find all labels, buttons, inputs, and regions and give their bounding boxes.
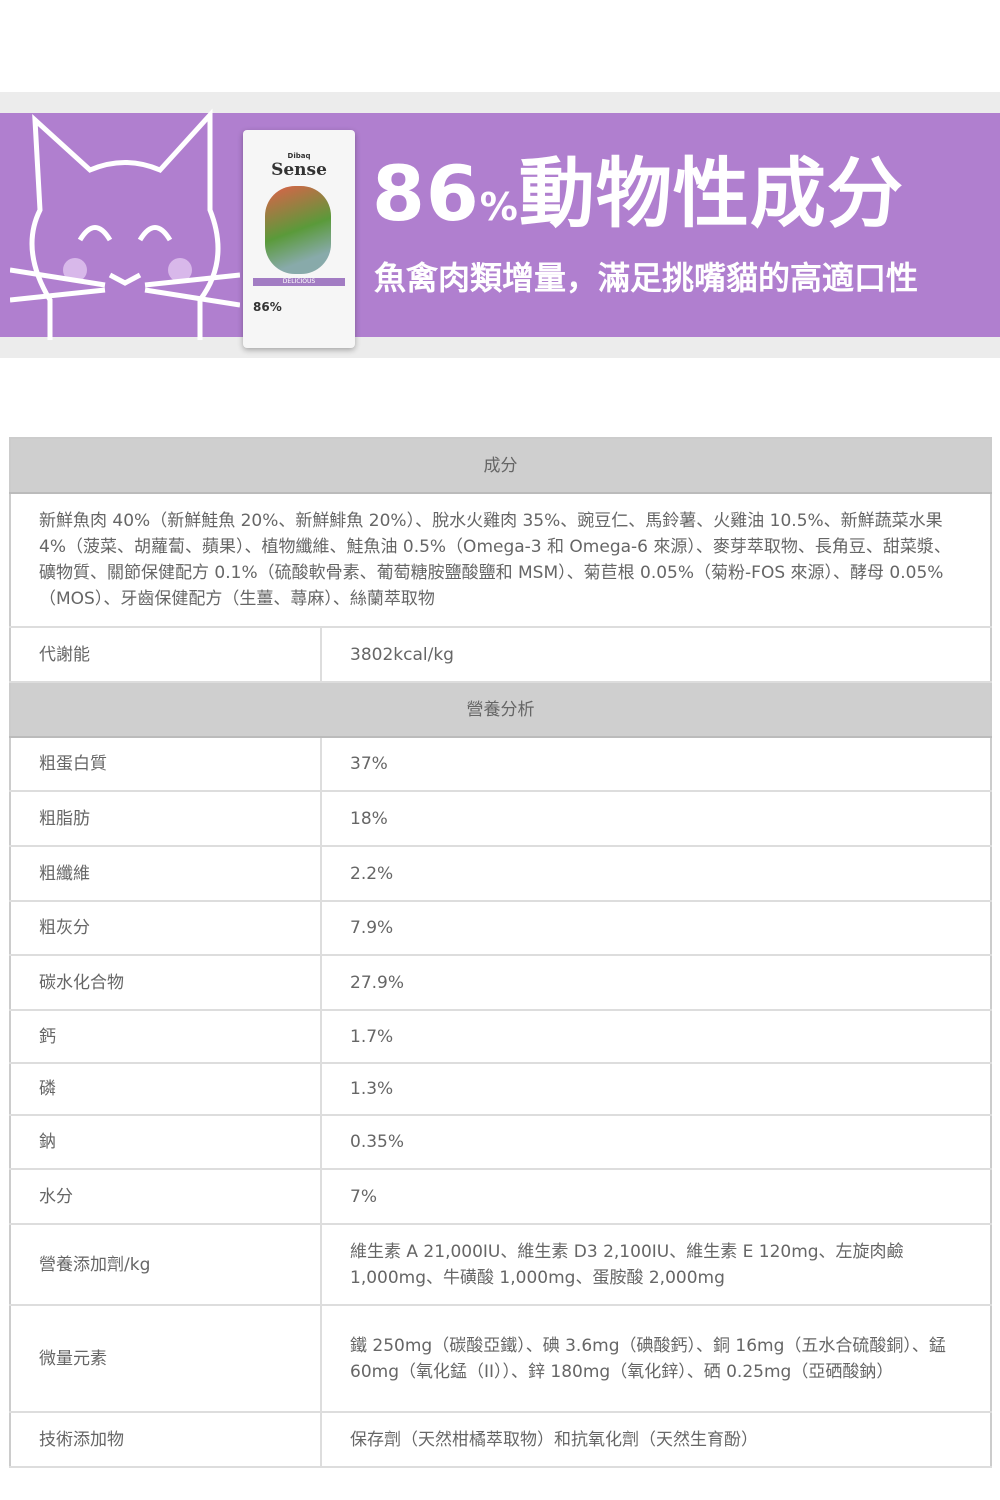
analysis-header: 營養分析 xyxy=(10,682,991,738)
row-label: 營養添加劑/kg xyxy=(10,1224,322,1306)
bag-percent: 86% xyxy=(253,300,282,314)
energy-label: 代謝能 xyxy=(10,627,322,683)
banner-subtitle: 魚禽肉類增量，滿足挑嘴貓的高適口性 xyxy=(374,259,919,297)
analysis-header-row: 營養分析 xyxy=(10,682,991,738)
bag-brand: Sense xyxy=(271,160,327,180)
row-value: 7.9% xyxy=(321,901,991,956)
row-label: 磷 xyxy=(10,1063,322,1116)
bag-food-graphic xyxy=(265,186,331,274)
energy-row: 代謝能 3802kcal/kg xyxy=(10,627,991,683)
table-row: 微量元素鐵 250mg（碳酸亞鐵）、碘 3.6mg（碘酸鈣）、銅 16mg（五水… xyxy=(10,1305,991,1413)
table-row: 水分 7% xyxy=(10,1169,991,1225)
banner-band xyxy=(0,113,1000,337)
row-label: 粗纖維 xyxy=(10,846,322,902)
row-value: 1.7% xyxy=(321,1010,991,1064)
bag-label: DELICIOUS xyxy=(253,278,345,286)
table-row: 粗脂肪 18% xyxy=(10,791,991,847)
table-row: 磷 1.3% xyxy=(10,1063,991,1116)
promo-banner: Dibaq Sense DELICIOUS 86% 86%動物性成分 魚禽肉類增量… xyxy=(0,92,1000,358)
bag-brand-small: Dibaq xyxy=(287,152,311,160)
row-value: 保存劑（天然柑橘萃取物）和抗氧化劑（天然生育酚） xyxy=(321,1412,991,1468)
row-value: 0.35% xyxy=(321,1115,991,1170)
banner-title: 86%動物性成分 xyxy=(372,156,904,232)
row-value: 鐵 250mg（碳酸亞鐵）、碘 3.6mg（碘酸鈣）、銅 16mg（五水合硫酸銅… xyxy=(321,1305,991,1413)
row-label: 鈉 xyxy=(10,1115,322,1170)
table-row: 鈉 0.35% xyxy=(10,1115,991,1170)
energy-value: 3802kcal/kg xyxy=(321,627,991,683)
table-row: 粗灰分 7.9% xyxy=(10,901,991,956)
product-bag-image: Dibaq Sense DELICIOUS 86% xyxy=(243,130,355,348)
row-value: 2.2% xyxy=(321,846,991,902)
row-value: 維生素 A 21,000IU、維生素 D3 2,100IU、維生素 E 120m… xyxy=(321,1224,991,1306)
row-label: 粗灰分 xyxy=(10,901,322,956)
row-label: 水分 xyxy=(10,1169,322,1225)
ingredients-row: 新鮮魚肉 40%（新鮮鮭魚 20%、新鮮鯡魚 20%）、脫水火雞肉 35%、豌豆… xyxy=(10,493,991,628)
table-row: 技術添加物 保存劑（天然柑橘萃取物）和抗氧化劑（天然生育酚） xyxy=(10,1412,991,1468)
ingredients-header-row: 成分 xyxy=(10,438,991,494)
title-number: 86 xyxy=(372,149,480,238)
nutrition-table: 成分 新鮮魚肉 40%（新鮮鮭魚 20%、新鮮鯡魚 20%）、脫水火雞肉 35%… xyxy=(9,437,992,1468)
cat-illustration-icon xyxy=(10,108,240,340)
row-label: 粗脂肪 xyxy=(10,791,322,847)
row-value: 27.9% xyxy=(321,955,991,1011)
row-label: 碳水化合物 xyxy=(10,955,322,1011)
title-percent: % xyxy=(479,185,519,229)
row-label: 鈣 xyxy=(10,1010,322,1064)
row-value: 7% xyxy=(321,1169,991,1225)
row-label: 技術添加物 xyxy=(10,1412,322,1468)
table-row: 粗纖維 2.2% xyxy=(10,846,991,902)
ingredients-text: 新鮮魚肉 40%（新鮮鮭魚 20%、新鮮鯡魚 20%）、脫水火雞肉 35%、豌豆… xyxy=(10,493,991,628)
row-value: 37% xyxy=(321,737,991,792)
row-label: 粗蛋白質 xyxy=(10,737,322,792)
table-row: 粗蛋白質 37% xyxy=(10,737,991,792)
row-value: 1.3% xyxy=(321,1063,991,1116)
ingredients-header: 成分 xyxy=(10,438,991,494)
table-row: 營養添加劑/kg 維生素 A 21,000IU、維生素 D3 2,100IU、維生… xyxy=(10,1224,991,1306)
row-label: 微量元素 xyxy=(10,1305,322,1413)
title-text: 動物性成分 xyxy=(518,149,904,238)
table-row: 鈣 1.7% xyxy=(10,1010,991,1064)
table-row: 碳水化合物 27.9% xyxy=(10,955,991,1011)
row-value: 18% xyxy=(321,791,991,847)
